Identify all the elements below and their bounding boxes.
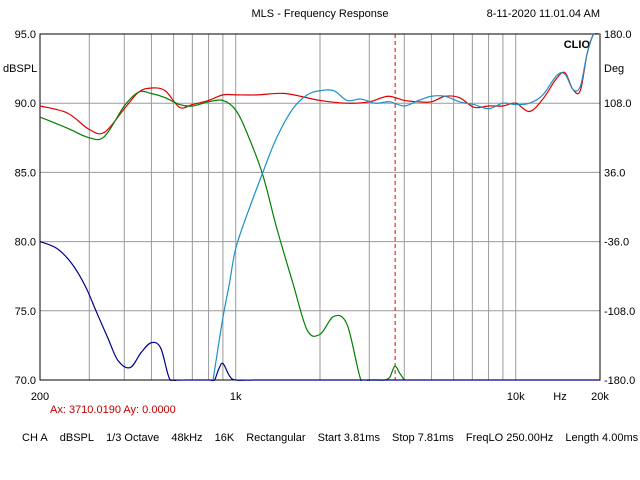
footer-start: Start 3.81ms <box>317 432 380 444</box>
y-tick-label: 90.0 <box>15 98 36 110</box>
x-tick-label: 200 <box>31 391 49 403</box>
footer-window: Rectangular <box>246 432 306 444</box>
y-tick-label: 75.0 <box>15 306 36 318</box>
footer-length: Length 4.00ms <box>565 432 639 444</box>
footer-mls-size: 16K <box>214 432 235 444</box>
y-axis-label: dBSPL <box>3 63 37 75</box>
clio-watermark: CLIO <box>564 39 591 51</box>
y2-tick-label: -36.0 <box>604 237 629 249</box>
y-tick-label: 85.0 <box>15 167 36 179</box>
footer-channel: CH A <box>22 432 48 444</box>
y2-tick-label: 180.0 <box>604 29 632 41</box>
timestamp: 8-11-2020 11.01.04 AM <box>486 8 600 20</box>
series-line-navy <box>40 241 600 381</box>
y-tick-label: 95.0 <box>15 29 36 41</box>
y2-tick-label: 108.0 <box>604 98 632 110</box>
y-tick-label: 80.0 <box>15 237 36 249</box>
series-line-red <box>40 33 600 135</box>
y2-axis-label: Deg <box>604 63 624 75</box>
settings-footer: CH A dBSPL 1/3 Octave 48kHz 16K Rectangu… <box>22 432 640 444</box>
cursor-readout: Ax: 3710.0190 Ay: 0.0000 <box>50 404 176 416</box>
y2-tick-label: -108.0 <box>604 306 635 318</box>
y2-tick-label: 36.0 <box>604 167 625 179</box>
page-title: MLS - Frequency Response <box>251 8 389 20</box>
x-axis-unit-label: Hz <box>553 391 566 403</box>
x-tick-label: 20k <box>591 391 609 403</box>
footer-smoothing: 1/3 Octave <box>106 432 160 444</box>
footer-unit: dBSPL <box>59 432 94 444</box>
footer-stop: Stop 7.81ms <box>392 432 454 444</box>
y-tick-label: 70.0 <box>15 375 36 387</box>
series-line-cyan <box>212 33 600 381</box>
x-tick-label: 10k <box>507 391 525 403</box>
footer-sample-rate: 48kHz <box>171 432 203 444</box>
footer-freqlo: FreqLO 250.00Hz <box>465 432 554 444</box>
y2-tick-label: -180.0 <box>604 375 635 387</box>
x-tick-label: 1k <box>230 391 242 403</box>
